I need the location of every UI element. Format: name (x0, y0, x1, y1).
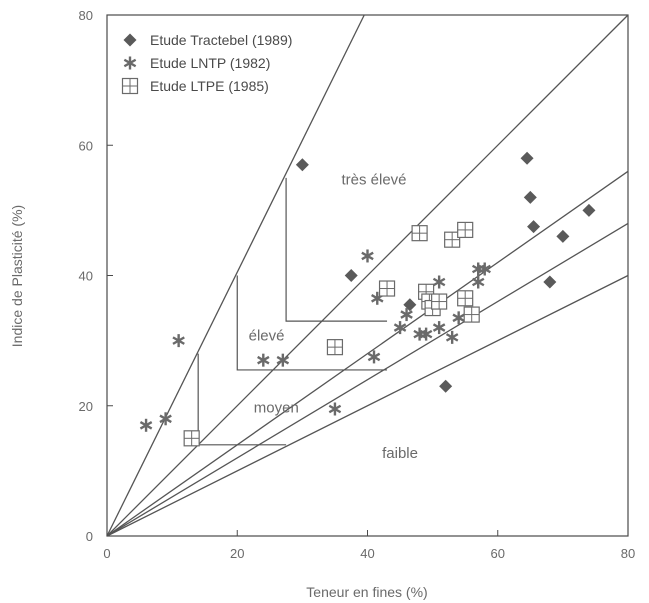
x-tick-label: 80 (621, 546, 635, 561)
point-etude-lntp-1982 (413, 327, 426, 341)
legend-marker-square-cross (121, 77, 139, 95)
point-etude-tractebel-1989 (520, 151, 534, 165)
region-label: très élevé (341, 171, 406, 188)
point-etude-lntp-1982 (445, 330, 459, 344)
point-etude-tractebel-1989 (523, 190, 537, 204)
zone-boundary-eleve (236, 275, 388, 371)
legend-label: Etude Tractebel (1989) (150, 32, 292, 48)
point-etude-lntp-1982 (276, 353, 290, 367)
point-etude-lntp-1982 (471, 275, 485, 289)
point-etude-lntp-1982 (432, 275, 446, 289)
legend: Etude Tractebel (1989) Etude LNTP (1982) E… (121, 32, 292, 95)
point-etude-tractebel-1989 (556, 229, 570, 243)
x-tick-label: 0 (103, 546, 110, 561)
point-etude-tractebel-1989 (527, 220, 541, 234)
region-labels: très élevé élevé moyen faible (249, 171, 418, 462)
legend-marker-star (123, 56, 137, 70)
y-tick-label: 0 (86, 529, 93, 544)
x-axis-ticks: 0 20 40 60 80 (103, 530, 635, 561)
y-axis-ticks: 0 20 40 60 80 (79, 8, 113, 544)
y-tick-label: 60 (79, 138, 93, 153)
reference-lines (106, 14, 629, 537)
point-etude-tractebel-1989 (439, 379, 453, 393)
reference-line-4 (106, 222, 629, 537)
point-etude-lntp-1982 (367, 350, 381, 364)
zone-boundary-tres-eleve (285, 177, 388, 322)
region-label: faible (382, 445, 418, 462)
x-tick-label: 20 (230, 546, 244, 561)
reference-line-2 (106, 14, 629, 537)
x-tick-label: 60 (491, 546, 505, 561)
point-etude-ltpe-1985 (457, 290, 474, 307)
point-etude-lntp-1982 (159, 412, 172, 426)
point-etude-tractebel-1989 (582, 203, 596, 217)
region-label: élevé (249, 328, 285, 345)
reference-line-3 (106, 170, 629, 537)
point-etude-ltpe-1985 (457, 221, 474, 239)
point-etude-tractebel-1989 (344, 269, 358, 282)
y-tick-label: 40 (79, 269, 93, 284)
point-etude-tractebel-1989 (295, 158, 309, 172)
point-etude-lntp-1982 (361, 249, 374, 263)
point-etude-lntp-1982 (328, 402, 342, 416)
x-tick-label: 40 (360, 546, 374, 561)
reference-line-1 (106, 14, 365, 537)
point-etude-lntp-1982 (452, 311, 465, 325)
y-tick-label: 80 (79, 8, 93, 23)
point-etude-lntp-1982 (393, 321, 407, 335)
point-etude-lntp-1982 (139, 418, 153, 432)
point-etude-lntp-1982 (172, 334, 185, 348)
reference-line-5 (106, 274, 629, 537)
point-etude-lntp-1982 (257, 353, 270, 367)
point-etude-tractebel-1989 (403, 298, 417, 312)
point-etude-ltpe-1985 (444, 231, 461, 248)
point-etude-ltpe-1985 (463, 306, 480, 323)
legend-label: Etude LNTP (1982) (150, 55, 270, 71)
point-etude-ltpe-1985 (183, 430, 200, 447)
point-etude-tractebel-1989 (543, 275, 557, 289)
y-axis-label: Indice de Plasticité (%) (9, 205, 25, 347)
x-axis-label: Teneur en fines (%) (306, 584, 427, 600)
region-label: moyen (254, 399, 299, 416)
point-etude-lntp-1982 (478, 262, 491, 276)
legend-label: Etude LTPE (1985) (150, 78, 269, 94)
data-points (139, 151, 596, 447)
legend-marker-diamond (123, 33, 137, 47)
point-etude-ltpe-1985 (431, 293, 448, 310)
point-etude-lntp-1982 (419, 327, 433, 341)
point-etude-lntp-1982 (432, 321, 446, 335)
point-etude-ltpe-1985 (326, 339, 344, 356)
y-tick-label: 20 (79, 399, 93, 414)
point-etude-lntp-1982 (400, 308, 413, 322)
point-etude-ltpe-1985 (378, 280, 396, 297)
point-etude-ltpe-1985 (411, 225, 428, 242)
